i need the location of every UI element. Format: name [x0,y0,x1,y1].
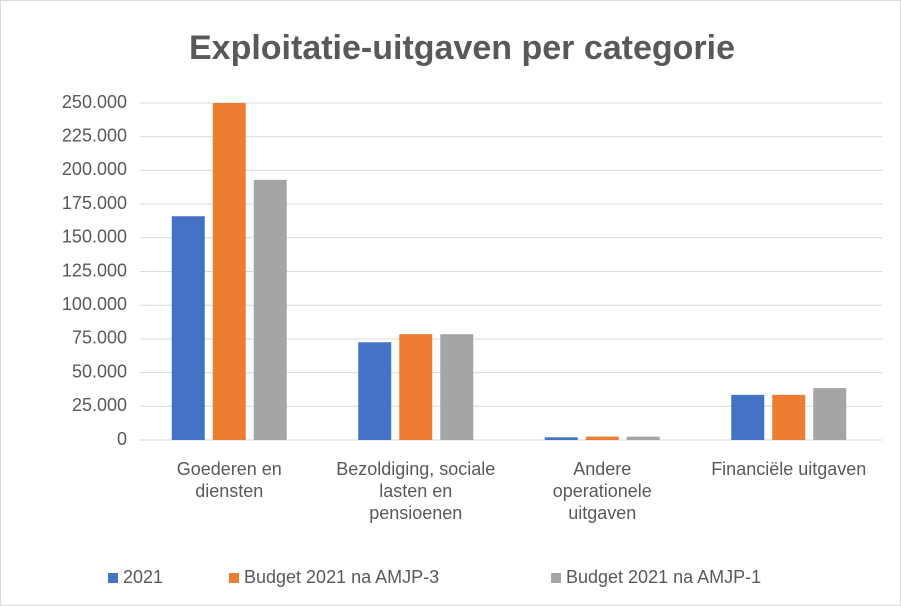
legend-label: Budget 2021 na AMJP-3 [244,567,439,587]
bar [626,436,660,440]
bar [212,103,246,440]
y-tick-label: 125.000 [62,260,127,280]
y-tick-label: 200.000 [62,159,127,179]
y-tick-label: 50.000 [72,361,127,381]
y-tick-label: 250.000 [62,92,127,112]
bar [171,216,205,440]
bar [772,394,806,440]
x-tick-label: Bezoldiging, sociale lasten en pensioene… [336,459,496,523]
y-tick-label: 150.000 [62,227,127,247]
bar [585,436,619,440]
chart-title: Exploitatie-uitgaven per categorie [189,29,735,67]
legend-swatch [551,573,561,583]
x-tick-label: Financiële uitgaven [711,459,867,479]
x-tick-label: Andere operationele uitgaven [552,459,652,523]
bar [399,334,433,440]
y-tick-label: 0 [117,429,127,449]
y-tick-label: 75.000 [72,328,127,348]
y-tick-label: 100.000 [62,294,127,314]
legend-label: Budget 2021 na AMJP-1 [566,567,761,587]
bar [813,388,847,440]
bar [731,394,765,440]
bar [253,179,287,440]
bar [544,437,578,440]
bar [440,334,474,440]
x-tick-label: Goederen en diensten [176,459,282,501]
legend-swatch [108,573,118,583]
y-tick-label: 175.000 [62,193,127,213]
legend-label: 2021 [123,567,163,587]
y-tick-label: 225.000 [62,125,127,145]
legend-swatch [229,573,239,583]
bar [358,342,392,440]
y-tick-label: 25.000 [72,395,127,415]
